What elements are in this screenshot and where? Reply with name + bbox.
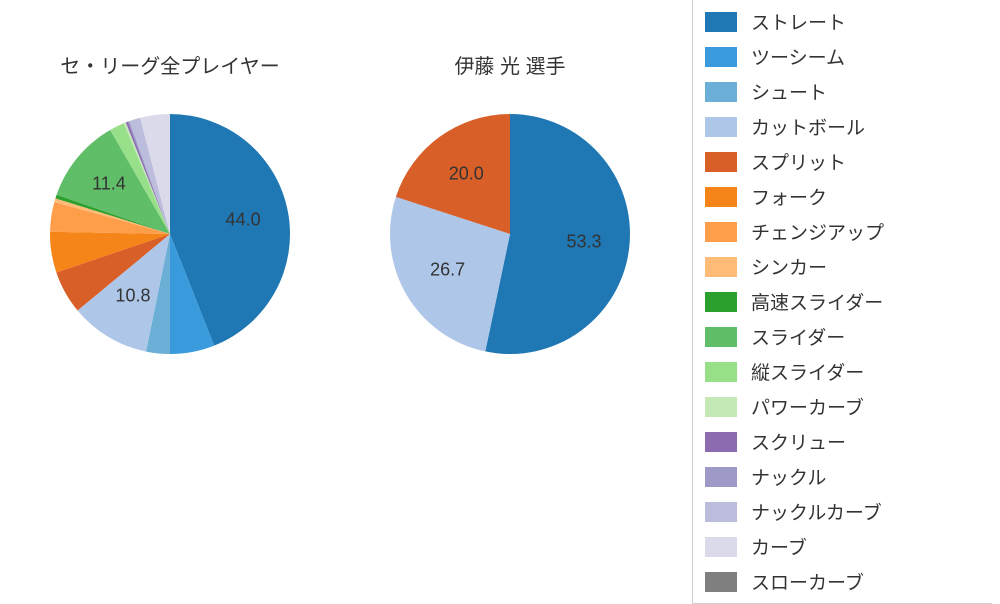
legend-label: スローカーブ <box>751 568 864 595</box>
legend-swatch <box>705 152 737 172</box>
legend-label: スプリット <box>751 148 846 175</box>
pie-slice-label: 26.7 <box>430 260 465 281</box>
legend-item: シンカー <box>693 249 992 284</box>
legend-swatch <box>705 327 737 347</box>
legend-item: ストレート <box>693 4 992 39</box>
legend-swatch <box>705 257 737 277</box>
legend-swatch <box>705 82 737 102</box>
legend-label: フォーク <box>751 183 827 210</box>
legend-label: チェンジアップ <box>751 218 884 245</box>
legend-label: ナックルカーブ <box>751 498 882 525</box>
legend-swatch <box>705 292 737 312</box>
legend-item: スライダー <box>693 319 992 354</box>
pie-canvas-left: 44.0 10.8 11.4 <box>45 109 295 359</box>
legend-swatch <box>705 12 737 32</box>
legend-label: カーブ <box>751 533 807 560</box>
pie-chart-right: 伊藤 光 選手 53.3 26.7 20.0 <box>385 50 635 359</box>
legend-label: ツーシーム <box>751 43 845 70</box>
legend-item: スローカーブ <box>693 564 992 599</box>
charts-area: セ・リーグ全プレイヤー 44.0 10.8 11.4 伊藤 光 選手 53.3 26.… <box>0 0 680 600</box>
legend-label: スライダー <box>751 323 845 350</box>
legend-item: ナックル <box>693 459 992 494</box>
legend-item: カットボール <box>693 109 992 144</box>
chart-title: 伊藤 光 選手 <box>454 50 565 79</box>
legend-swatch <box>705 47 737 67</box>
legend-swatch <box>705 187 737 207</box>
pie-canvas-right: 53.3 26.7 20.0 <box>385 109 635 359</box>
legend-swatch <box>705 467 737 487</box>
pie-chart-left: セ・リーグ全プレイヤー 44.0 10.8 11.4 <box>45 50 295 359</box>
pie-slice-label: 53.3 <box>566 231 601 252</box>
pie-slice-label: 10.8 <box>115 285 150 306</box>
pie-slice-label: 20.0 <box>449 163 484 184</box>
legend-item: シュート <box>693 74 992 109</box>
legend-label: 縦スライダー <box>751 358 864 385</box>
legend-label: カットボール <box>751 113 865 140</box>
legend-label: 高速スライダー <box>751 288 883 315</box>
legend-swatch <box>705 117 737 137</box>
legend-swatch <box>705 502 737 522</box>
chart-title: セ・リーグ全プレイヤー <box>60 50 279 79</box>
legend-item: ツーシーム <box>693 39 992 74</box>
legend-item: スクリュー <box>693 424 992 459</box>
pie-slice-label: 11.4 <box>92 173 126 194</box>
legend-swatch <box>705 432 737 452</box>
legend-item: 縦スライダー <box>693 354 992 389</box>
legend-item: 高速スライダー <box>693 284 992 319</box>
legend-swatch <box>705 222 737 242</box>
legend-item: スプリット <box>693 144 992 179</box>
legend-label: ストレート <box>751 8 846 35</box>
legend-swatch <box>705 362 737 382</box>
legend-item: チェンジアップ <box>693 214 992 249</box>
legend: ストレートツーシームシュートカットボールスプリットフォークチェンジアップシンカー… <box>692 0 992 604</box>
legend-label: パワーカーブ <box>751 393 864 420</box>
legend-item: カーブ <box>693 529 992 564</box>
legend-item: フォーク <box>693 179 992 214</box>
legend-item: パワーカーブ <box>693 389 992 424</box>
pie-slice-label: 44.0 <box>226 210 261 231</box>
legend-swatch <box>705 537 737 557</box>
legend-label: ナックル <box>751 463 826 490</box>
legend-swatch <box>705 397 737 417</box>
legend-label: シンカー <box>751 253 827 280</box>
legend-label: スクリュー <box>751 428 846 455</box>
legend-item: ナックルカーブ <box>693 494 992 529</box>
legend-label: シュート <box>751 78 827 105</box>
legend-swatch <box>705 572 737 592</box>
